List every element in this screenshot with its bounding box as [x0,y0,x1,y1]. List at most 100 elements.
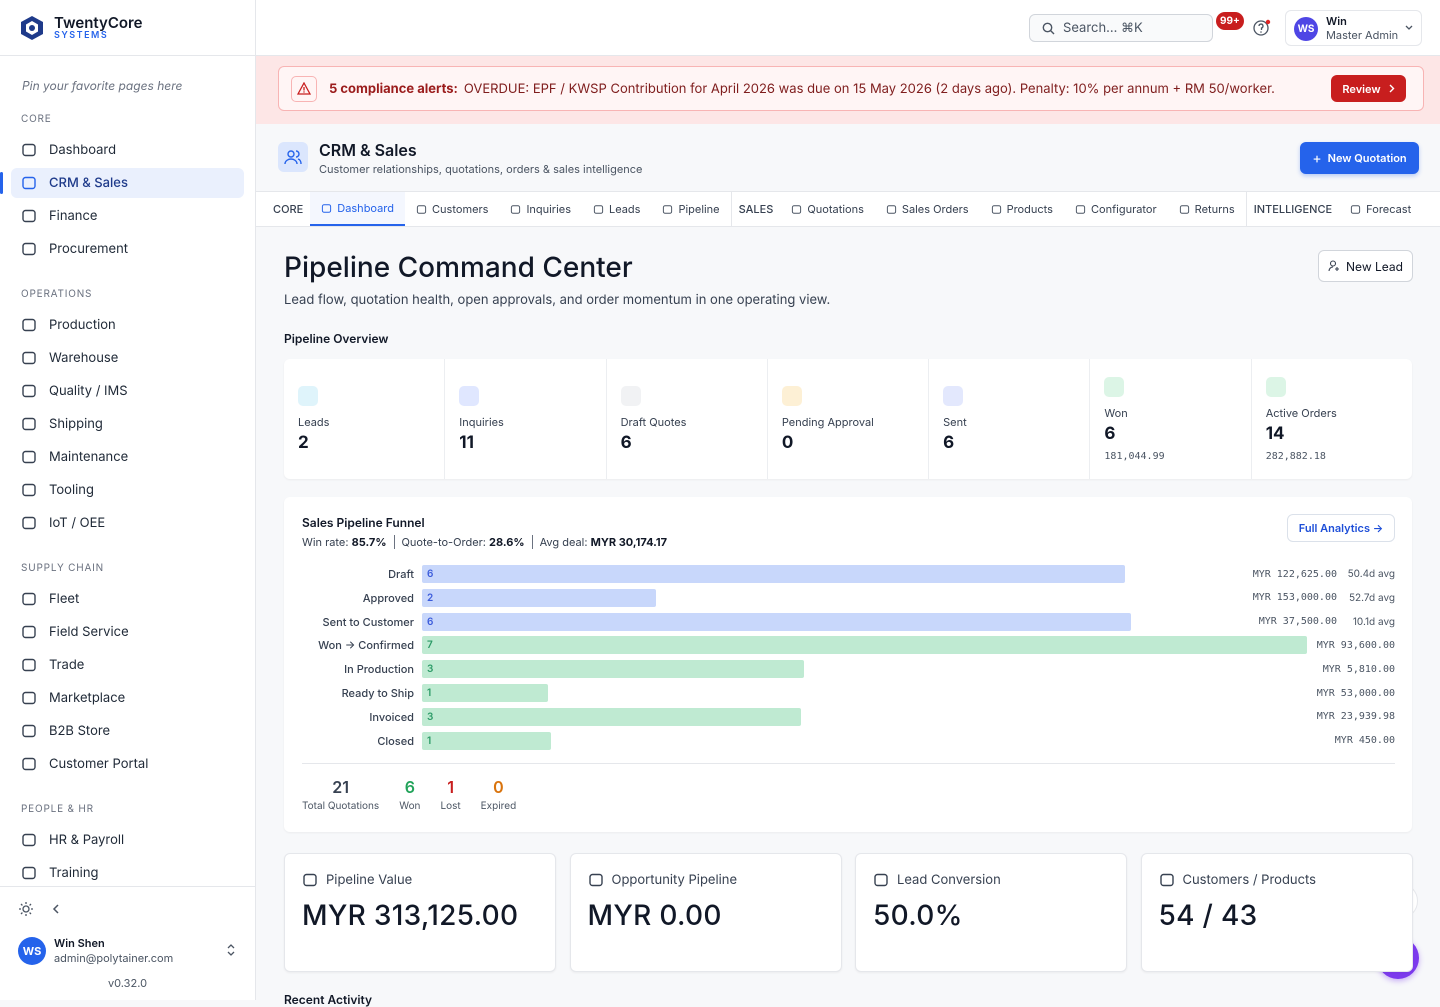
nav-item[interactable]: Field Service [11,617,244,647]
user-menu[interactable] [225,943,237,957]
bar: 6 [422,612,1131,631]
icon [22,384,36,398]
nav-item[interactable]: Quality / IMS [11,376,244,406]
nav-item[interactable]: Finance [11,201,244,231]
nav-item[interactable]: Maintenance [11,442,244,472]
tabs: CORE Dashboard Customers Inquiries Leads Pipe… [256,191,1440,227]
nav-item[interactable]: Trade [11,650,244,680]
topbar: Search... ⌘K 99+ WS Win Master Admin [256,0,1440,56]
user-box[interactable]: WS Win Master Admin [1285,10,1422,46]
nav-label: Production [49,317,116,333]
new-quotation[interactable]: + New Quotation [1300,142,1419,174]
nav-label: Procurement [49,241,129,257]
tab-label: Customers [432,202,489,216]
help[interactable] [1253,19,1271,39]
icon [22,209,36,223]
nav-item[interactable]: Warehouse [11,343,244,373]
nav-item[interactable]: Tooling [11,475,244,505]
nav-item[interactable]: Dashboard [11,135,244,165]
new-lead[interactable]: New Lead [1318,250,1413,282]
bar-track: 3 [422,707,1307,726]
alert-icon [291,75,317,102]
nav-item[interactable]: Shipping [11,409,244,439]
kpi-label: Pipeline Value [302,872,538,888]
bar-track: 7 [422,636,1307,655]
bar-track: 2 [422,588,1243,607]
nav-item[interactable]: HR & Payroll [11,825,244,855]
nav-item[interactable]: B2B Store [11,716,244,746]
icon [1159,873,1174,887]
search[interactable]: Search... ⌘K [1029,14,1213,42]
tab[interactable]: Quotations [780,192,875,226]
tab[interactable]: Dashboard [310,192,406,226]
collapse[interactable] [49,901,63,917]
tab[interactable]: Pipeline [651,192,730,226]
bar: 6 [422,565,1126,583]
card-icon [298,385,318,406]
module-title: CRM & Sales [319,140,417,160]
kpi-label: Lead Conversion [873,872,1109,888]
tab[interactable]: Leads [582,192,651,226]
card-icon [1104,376,1125,397]
icon [22,450,36,464]
tab[interactable]: Sales Orders [875,192,980,226]
version: v0.32.0 [107,976,148,990]
bar-track: 3 [422,660,1313,679]
pin-hint: Pin your favorite pages here [22,78,183,93]
icon [22,658,36,672]
tab-label: Sales Orders [901,202,969,216]
card-icon [943,385,964,406]
stat: Avg deal: MYR 30,174.17 [531,535,667,549]
total-label: Expired [480,800,517,812]
stage-name: Sent to Customer [322,614,414,629]
card-label: Sent [943,414,967,429]
nav-label: HR & Payroll [49,832,125,848]
card-value: 6 [943,432,955,453]
tab[interactable]: Inquiries [499,192,582,226]
nav-section: OPERATIONS [21,288,93,300]
tab-label: Pipeline [678,202,720,216]
stat-value: 28.6% [489,535,525,549]
theme-toggle[interactable] [18,901,34,917]
card-label: Pending Approval [781,414,874,429]
tab[interactable]: Returns [1168,192,1246,226]
notification-badge[interactable]: 99+ [1216,12,1244,30]
nav-item[interactable]: CRM & Sales [0,168,244,198]
user-name: Win Shen [54,936,105,950]
total-value: 0 [493,777,504,797]
nav-item[interactable]: Training [11,858,244,888]
nav-label: Field Service [49,624,129,640]
brand[interactable]: TwentyCore SYSTEMS [0,0,255,56]
stage-avg: 50.4d avg [1347,568,1395,580]
tab[interactable]: Configurator [1064,192,1168,226]
brand-tagline: SYSTEMS [54,29,109,41]
tab[interactable]: Products [980,192,1064,226]
user-role: Master Admin [1326,28,1399,42]
card-value: 2 [298,432,309,453]
full-analytics[interactable]: Full Analytics → [1287,514,1395,542]
funnel-row: Closed 1 MYR 450.00 [302,731,1395,750]
kpi-value: MYR 313,125.00 [302,898,519,932]
overview-title: Pipeline Overview [284,331,389,346]
icon [886,204,896,214]
page-title: Pipeline Command Center [284,250,633,284]
nav-item[interactable]: Customer Portal [11,749,244,779]
review-button[interactable]: Review [1331,75,1406,102]
nav-item[interactable]: Production [11,310,244,340]
icon [416,204,427,214]
icon [22,351,36,365]
nav-item[interactable]: Marketplace [11,683,244,713]
kpi-value: MYR 0.00 [587,898,722,932]
icon [22,724,36,738]
icon [991,204,1001,214]
stage-amount: MYR 37,500.00 [1258,616,1337,628]
icon [22,833,36,847]
tab[interactable]: Customers [405,192,499,226]
user-avatar[interactable]: WS [18,937,46,965]
user-email: admin@polytainer.com [54,951,174,965]
tab[interactable]: Forecast [1339,192,1422,226]
nav-item[interactable]: IoT / OEE [11,508,244,538]
nav-item[interactable]: Fleet [11,584,244,614]
total: 1 Lost [440,777,460,812]
nav-item[interactable]: Procurement [11,234,244,264]
